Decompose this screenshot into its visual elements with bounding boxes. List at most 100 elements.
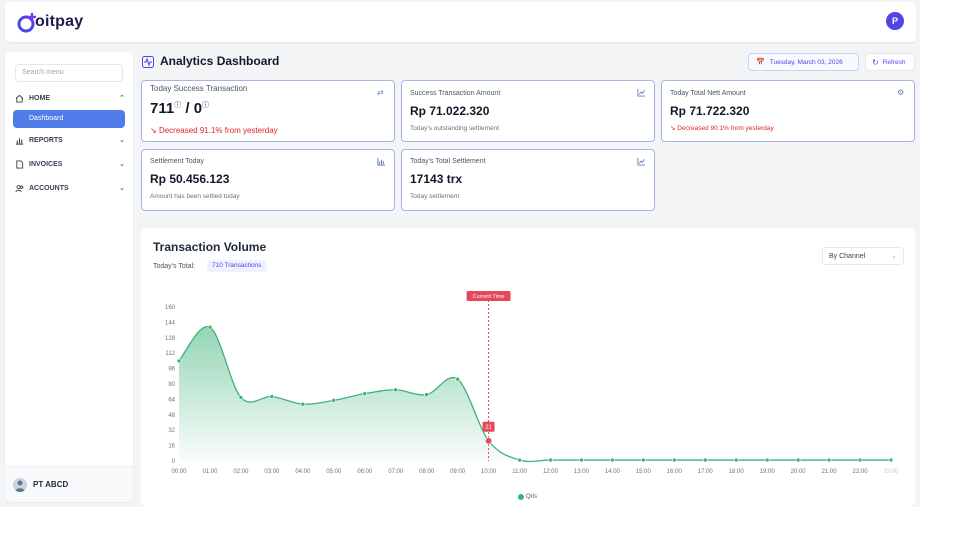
chevron-down-icon: ⌄ (119, 185, 125, 192)
data-point (455, 376, 460, 382)
page-title: Analytics Dashboard (160, 54, 280, 68)
card-change: ↘ Decreased 90.1% from yesterday (670, 124, 774, 132)
legend-label-qris: Qris (526, 494, 537, 500)
sidebar-item-label: INVOICES (29, 160, 63, 168)
card-subtext: Amount has been settled today (150, 193, 240, 200)
sidebar-item-dashboard[interactable]: Dashboard (13, 110, 125, 128)
data-point (764, 457, 770, 463)
logo-mark-icon (17, 11, 39, 33)
chevron-down-icon: ⌄ (891, 253, 897, 260)
fail-count: 0 (193, 100, 203, 117)
success-count: 711 (150, 100, 175, 117)
sidebar-item-label: REPORTS (29, 136, 63, 144)
data-point (331, 398, 337, 403)
x-tick-label: 21:00 (822, 469, 838, 475)
logo[interactable]: oitpay (17, 10, 83, 34)
card-value: 17143 trx (410, 172, 463, 186)
chart-line-icon (637, 88, 646, 97)
data-point (579, 457, 584, 463)
trend-down-icon: ↘ (150, 126, 157, 135)
date-picker-button[interactable]: 📅 Tuesday, March 03, 2026 (748, 53, 859, 71)
company-switcher[interactable]: PT ABCD (5, 466, 133, 502)
card-value: 711ⓘ / 0ⓘ (150, 100, 210, 117)
current-value-badge (482, 421, 495, 432)
x-tick-label: 09:00 (450, 469, 466, 475)
bar-chart-icon (377, 157, 386, 166)
channel-select[interactable]: By Channel ⌄ (822, 247, 904, 265)
top-bar: oitpay P (5, 2, 916, 42)
card-title: Today's Total Settlement (410, 158, 486, 165)
card-subtext: Today's outstanding settlement (410, 125, 500, 132)
y-tick-label: 32 (168, 428, 175, 434)
data-point (672, 457, 677, 463)
data-point (238, 395, 244, 400)
card-title: Settlement Today (150, 158, 204, 165)
user-avatar[interactable]: P (886, 12, 904, 30)
data-point (393, 387, 398, 393)
total-badge: 710 Transactions (207, 260, 267, 272)
refresh-button[interactable]: ↻ Refresh (865, 53, 915, 71)
card-value: Rp 71.022.320 (410, 104, 490, 118)
card-title: Today Total Nett Amount (670, 90, 746, 97)
change-text: Decreased 91.1% from yesterday (158, 126, 278, 135)
sidebar-item-accounts[interactable]: ACCOUNTS ⌄ (15, 180, 125, 196)
chevron-down-icon: ⌄ (119, 137, 125, 144)
x-tick-label: 16:00 (667, 469, 683, 475)
sidebar-item-label: ACCOUNTS (29, 184, 69, 192)
company-name: PT ABCD (33, 480, 69, 489)
search-menu-input[interactable]: Search menu (15, 64, 123, 82)
channel-select-value: By Channel (829, 253, 866, 260)
x-tick-label: 15:00 (636, 469, 652, 475)
x-tick-label: 00:00 (171, 469, 187, 475)
x-tick-label: 13:00 (574, 469, 590, 475)
card-today-total-nett-amount: Today Total Nett Amount ⚙ Rp 71.722.320 … (661, 80, 915, 142)
x-tick-label: 23:00 (883, 469, 899, 475)
sidebar-item-reports[interactable]: REPORTS ⌄ (15, 132, 125, 148)
x-tick-label: 20:00 (791, 469, 807, 475)
y-tick-label: 48 (168, 413, 175, 419)
bar-chart-icon (15, 135, 25, 145)
x-tick-label: 22:00 (853, 469, 869, 475)
transaction-volume-panel: Transaction Volume Today's Total: 710 Tr… (141, 228, 915, 507)
chart-title: Transaction Volume (153, 240, 267, 254)
sidebar-item-invoices[interactable]: INVOICES ⌄ (15, 156, 125, 172)
x-tick-label: 05:00 (326, 469, 342, 475)
data-point (641, 457, 646, 463)
trend-down-icon: ↘ (670, 125, 676, 132)
sidebar: Search menu HOME ⌃ Dashboard REPORTS ⌄ I… (5, 52, 133, 502)
data-point (517, 457, 522, 463)
page-header: Analytics Dashboard (142, 54, 279, 68)
card-title: Success Transaction Amount (410, 90, 501, 97)
sidebar-item-home[interactable]: HOME ⌃ (15, 90, 125, 106)
card-settlement-today: Settlement Today Rp 50.456.123 Amount ha… (141, 149, 395, 211)
x-tick-label: 03:00 (264, 469, 280, 475)
refresh-icon: ↻ (872, 57, 879, 67)
swap-icon: ⇄ (377, 88, 384, 97)
x-tick-label: 14:00 (605, 469, 621, 475)
home-icon (15, 93, 25, 103)
data-point (733, 457, 739, 463)
data-point (300, 401, 306, 407)
data-point (207, 324, 213, 330)
data-point (702, 457, 708, 463)
fail-info-icon: ⓘ (202, 102, 210, 109)
date-label: Tuesday, March 03, 2026 (769, 58, 843, 66)
company-avatar (13, 477, 27, 492)
y-tick-label: 160 (165, 305, 176, 311)
chart-legend[interactable]: Qris (518, 494, 537, 500)
calendar-icon: 📅 (756, 59, 765, 66)
card-success-transaction-amount: Success Transaction Amount Rp 71.022.320… (401, 80, 655, 142)
current-time-label: Current Time (473, 294, 505, 300)
series-area-qris (179, 326, 891, 462)
chart-line-icon (637, 157, 646, 166)
current-value-label: 21 (485, 425, 492, 431)
data-point (269, 394, 275, 399)
legend-dot-qris (518, 494, 524, 500)
transaction-volume-chart: 0 16 32 48 64 80 96 112 128 144 160 00:00 01:00 02:00… (165, 291, 899, 475)
x-tick-label: 18:00 (729, 469, 745, 475)
refresh-label: Refresh (882, 58, 906, 66)
y-tick-label: 0 (172, 459, 176, 465)
x-tick-label: 08:00 (419, 469, 435, 475)
y-tick-label: 16 (168, 444, 175, 450)
x-tick-label: 06:00 (357, 469, 373, 475)
